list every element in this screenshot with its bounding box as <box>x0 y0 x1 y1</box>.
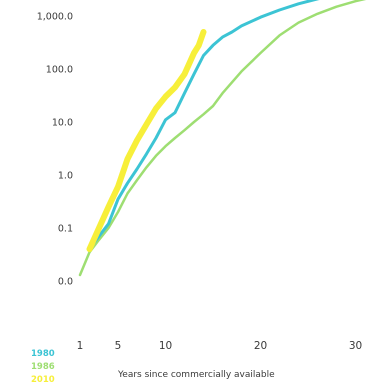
series-line-2010 <box>86 29 207 253</box>
y-tick-label: 1.0 <box>58 171 73 182</box>
x-tick-label: 10 <box>159 340 172 352</box>
y-tick-label: 0.1 <box>58 224 73 235</box>
y-tick-label: 10.0 <box>52 118 73 129</box>
y-tick-label: 100.0 <box>46 65 73 76</box>
series-lines <box>78 0 367 277</box>
y-tick-label: 0.0 <box>58 277 73 288</box>
legend: 1980 1986 2010 <box>31 349 55 385</box>
series-line-1986 <box>78 0 367 277</box>
legend-entry-1986: 1986 <box>31 362 55 372</box>
x-axis-label: Years since commercially available <box>117 370 275 380</box>
x-tick-label: 5 <box>115 340 122 352</box>
x-tick-label: 20 <box>254 340 267 352</box>
x-axis-ticks: 1 5 10 20 30 <box>77 340 363 352</box>
series-line-1980 <box>88 0 320 251</box>
y-tick-label: 1,000.0 <box>37 12 73 23</box>
x-tick-label: 1 <box>77 340 84 352</box>
legend-entry-2010: 2010 <box>31 375 55 385</box>
x-tick-label: 30 <box>349 340 362 352</box>
legend-entry-1980: 1980 <box>31 349 55 359</box>
